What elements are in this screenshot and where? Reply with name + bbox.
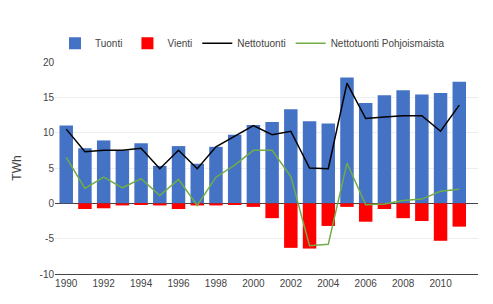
svg-text:2004: 2004 <box>317 278 340 289</box>
svg-text:Tuonti: Tuonti <box>95 38 122 49</box>
svg-text:TWh: TWh <box>10 155 24 180</box>
svg-text:Vienti: Vienti <box>167 38 192 49</box>
svg-text:2010: 2010 <box>429 278 452 289</box>
svg-text:1996: 1996 <box>167 278 190 289</box>
svg-text:-10: -10 <box>40 269 55 280</box>
svg-text:2002: 2002 <box>280 278 303 289</box>
svg-text:2000: 2000 <box>242 278 265 289</box>
svg-text:20: 20 <box>43 57 55 68</box>
svg-text:5: 5 <box>48 163 54 174</box>
svg-text:Nettotuonti Pohjoismaista: Nettotuonti Pohjoismaista <box>331 38 445 49</box>
svg-text:10: 10 <box>43 127 55 138</box>
svg-text:1994: 1994 <box>130 278 153 289</box>
svg-text:2006: 2006 <box>355 278 378 289</box>
svg-text:1990: 1990 <box>55 278 78 289</box>
svg-text:2008: 2008 <box>392 278 415 289</box>
svg-text:Nettotuonti: Nettotuonti <box>237 38 285 49</box>
svg-text:0: 0 <box>48 198 54 209</box>
svg-text:1992: 1992 <box>93 278 116 289</box>
svg-text:1998: 1998 <box>205 278 228 289</box>
svg-text:15: 15 <box>43 92 55 103</box>
svg-text:-5: -5 <box>45 233 54 244</box>
